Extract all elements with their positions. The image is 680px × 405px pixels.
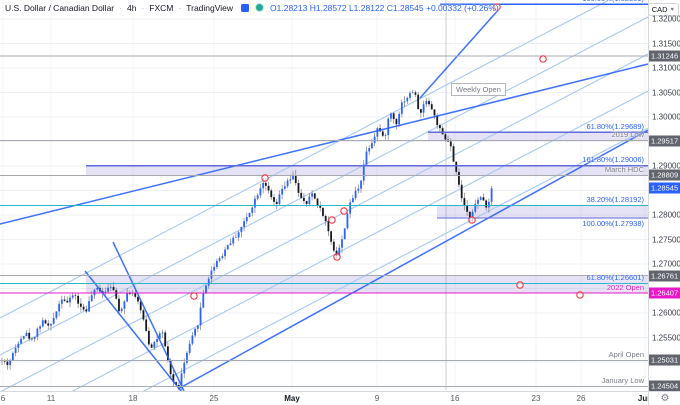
level-price-badge: 1.26407 [649, 287, 680, 299]
fib-level-label: 161.80%(1.29006) [582, 155, 644, 165]
price-tick-label: 1.25500 [652, 333, 680, 342]
trendlines [0, 7, 649, 392]
anchor-markers[interactable] [190, 3, 584, 300]
exchange-label: FXCM [149, 2, 174, 13]
legend-separator: · [178, 2, 182, 13]
fib-level-label: 38.20%(1.28192) [586, 195, 644, 205]
price-axis[interactable]: CAD ▼ 1.32000 1.31500 1.31000 1.30500 1.3000… [647, 0, 680, 392]
axis-corner: ⚙ [648, 391, 680, 405]
currency-dropdown[interactable]: CAD ▼ [647, 3, 679, 16]
chevron-down-icon: ▼ [669, 6, 675, 13]
level-price-badge: 1.26761 [649, 270, 680, 282]
interval-label[interactable]: 4h [126, 2, 137, 13]
time-tick-label: 25 [209, 394, 219, 403]
level-name-label: January Low [601, 375, 644, 385]
fib-level-label: 100.00%(1.32301) [582, 0, 644, 3]
time-tick-label: 26 [576, 394, 586, 403]
weekly-open-label: Weekly Open [451, 83, 506, 96]
level-lines [0, 3, 648, 387]
platform-label: TradingView [186, 2, 234, 13]
gear-icon[interactable]: ⚙ [660, 393, 670, 404]
price-tick-label: 1.26000 [652, 308, 680, 318]
time-tick-label: 16 [450, 394, 460, 403]
fib-level-label: 61.80%(1.29689) [586, 121, 644, 131]
fib-level-label: 100.00%(1.27938) [582, 219, 644, 229]
symbol-title[interactable]: U.S. Dollar / Canadian Dollar [5, 2, 115, 13]
time-tick-label: 6 [0, 394, 6, 403]
level-name-label: April Open [608, 349, 644, 359]
ohlc-readout: O1.28213 H1.28572 L1.28122 C1.28545 +0.0… [270, 2, 499, 13]
price-tick-label: 1.31500 [652, 39, 680, 48]
candles [1, 89, 493, 391]
price-tick-label: 1.31000 [652, 63, 680, 73]
level-price-badge: 1.31246 [649, 50, 680, 62]
time-tick-label: 23 [531, 394, 541, 403]
time-tick-label: Jun [637, 394, 653, 403]
level-price-badge: 1.25031 [649, 354, 680, 366]
channel-lines [0, 0, 649, 405]
price-tick-label: 1.29000 [652, 161, 680, 171]
price-tick-label: 1.30000 [652, 112, 680, 122]
time-tick-label: 9 [374, 394, 380, 403]
symbol-logo-icon [241, 3, 250, 12]
gridlines [0, 0, 648, 390]
price-tick-label: 1.27500 [652, 235, 680, 244]
price-tick-label: 1.28000 [652, 210, 680, 220]
market-status-icon[interactable] [255, 3, 265, 12]
level-price-badge: 1.28809 [649, 169, 680, 181]
chart-legend: U.S. Dollar / Canadian Dollar · 4h · FXCM · Tr… [5, 1, 499, 14]
level-name-label: 2019 Low [611, 130, 644, 140]
last-price-badge: 1.28545 [649, 182, 680, 194]
legend-separator: · [141, 2, 145, 13]
time-tick-label: 18 [128, 394, 138, 403]
price-tick-label: 1.27000 [652, 259, 680, 269]
currency-label: CAD [651, 5, 668, 14]
time-tick-label: May [284, 394, 300, 403]
time-axis[interactable]: 6 11 18 25 May 9 16 23 26 Jun [0, 391, 652, 405]
price-tick-label: 1.32000 [652, 14, 680, 24]
level-price-badge: 1.24504 [649, 380, 680, 392]
level-price-badge: 1.29517 [649, 135, 680, 147]
fib-level-label: 61.80%(1.26601) [586, 273, 644, 283]
price-tick-label: 1.30500 [652, 88, 680, 97]
level-name-label: 2022 Open [606, 282, 644, 292]
legend-separator: · [119, 2, 122, 13]
level-name-label: March HDC [604, 164, 644, 174]
time-tick-label: 11 [46, 394, 56, 403]
